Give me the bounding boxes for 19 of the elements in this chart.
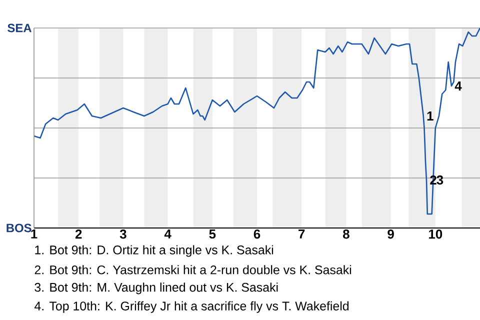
x-tick-label: 2 [75, 230, 82, 239]
annotation: 1 [427, 112, 434, 120]
annotation: 4 [454, 82, 462, 90]
text: SEA [8, 24, 32, 32]
text: 4. Top 10th: K. Griffey Jr hit a sacrifice fly vs T. Wakefield [34, 301, 349, 313]
x-tick-label: 9 [388, 230, 394, 239]
annotation: 3 [436, 175, 444, 185]
x-tick-label: 10 [429, 230, 442, 239]
x-tick-label: 1 [31, 230, 38, 238]
x-tick-label: 3 [120, 230, 126, 239]
x-tick-label: 5 [209, 230, 216, 239]
text: 3. Bot 9th: M. Vaughn lined out vs K. Sasaki [34, 282, 278, 294]
x-tick-label: 4 [164, 230, 172, 238]
x-tick-label: 8 [343, 230, 350, 239]
x-tick-label: 6 [254, 230, 260, 239]
x-tick-label: 7 [298, 230, 305, 238]
text: 2. Bot 9th: C. Yastrzemski hit a 2-run double vs K. Sasaki [34, 265, 352, 274]
text: BOS [6, 224, 32, 232]
text: 1. Bot 9th: D. Ortiz hit a single vs K. Sasaki [35, 245, 274, 257]
